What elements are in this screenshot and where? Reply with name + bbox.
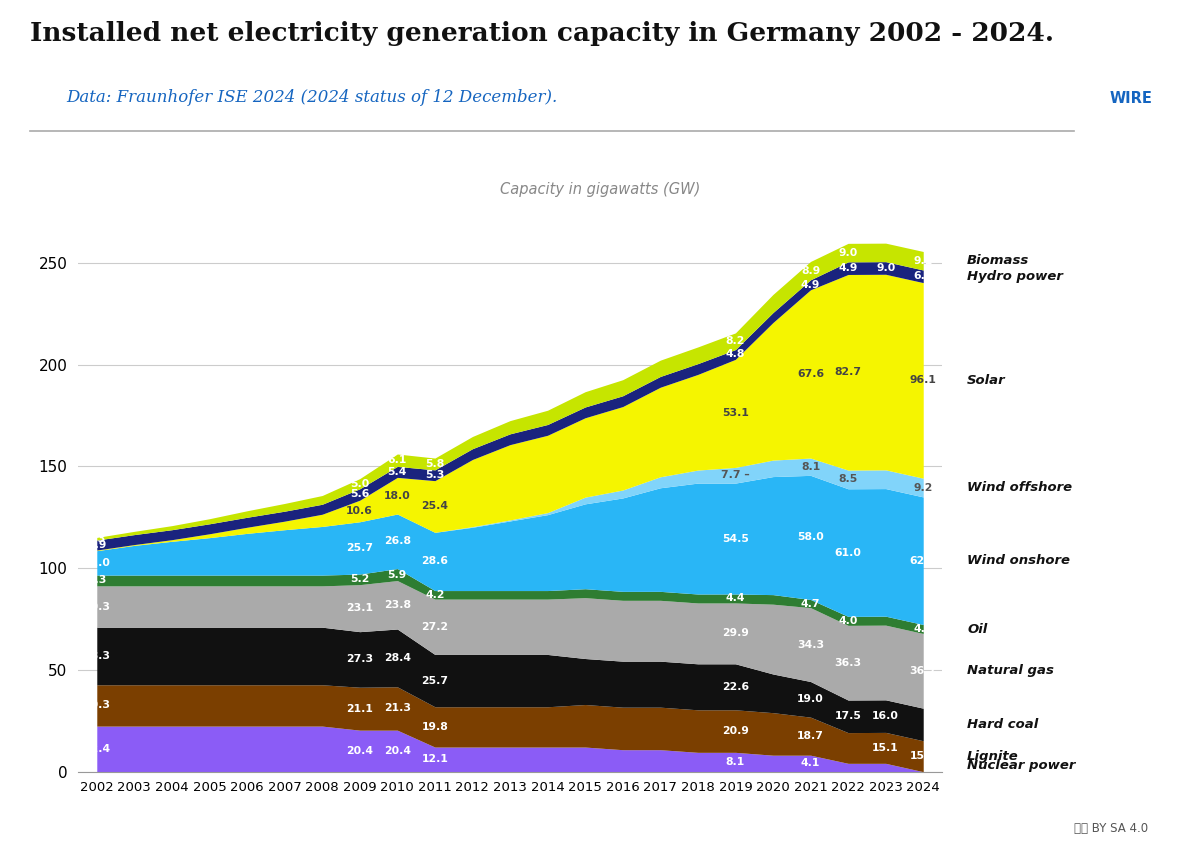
Text: 28.4: 28.4 xyxy=(384,653,410,663)
Text: 6.1: 6.1 xyxy=(388,455,407,466)
Text: Natural gas: Natural gas xyxy=(967,664,1054,678)
Text: 23.1: 23.1 xyxy=(347,603,373,613)
Text: 20.4: 20.4 xyxy=(347,746,373,756)
Text: 28.6: 28.6 xyxy=(421,556,449,566)
Text: 8.1: 8.1 xyxy=(800,461,820,471)
Text: 9.2: 9.2 xyxy=(913,483,932,493)
Text: Nuclear power: Nuclear power xyxy=(967,759,1075,772)
Text: 20.4: 20.4 xyxy=(384,746,410,756)
Text: Hard coal: Hard coal xyxy=(967,718,1038,731)
Text: 20.3: 20.3 xyxy=(83,601,110,611)
Text: ⒸⒸ BY SA 4.0: ⒸⒸ BY SA 4.0 xyxy=(1074,823,1148,835)
Text: Data: Fraunhofer ISE 2024 (2024 status of 12 December).: Data: Fraunhofer ISE 2024 (2024 status o… xyxy=(66,89,557,106)
Text: 25.7: 25.7 xyxy=(347,543,373,553)
Text: Biomass: Biomass xyxy=(967,254,1030,267)
Text: 12.1: 12.1 xyxy=(421,755,449,764)
Text: 9.1: 9.1 xyxy=(913,256,932,265)
Text: Solar: Solar xyxy=(967,374,1006,387)
Text: Installed net electricity generation capacity in Germany 2002 - 2024.: Installed net electricity generation cap… xyxy=(30,21,1054,46)
Text: 36.3: 36.3 xyxy=(834,658,862,667)
Text: 4.9: 4.9 xyxy=(800,280,821,290)
Text: 53.1: 53.1 xyxy=(722,409,749,418)
Text: 9.0: 9.0 xyxy=(839,248,858,258)
Text: 4.1: 4.1 xyxy=(800,758,821,768)
Text: 8.2: 8.2 xyxy=(726,337,745,346)
Text: 36.7: 36.7 xyxy=(910,666,937,676)
Text: 4.8: 4.8 xyxy=(726,349,745,360)
Text: 21.3: 21.3 xyxy=(384,704,410,713)
Text: 27.2: 27.2 xyxy=(421,622,449,632)
Text: 25.7: 25.7 xyxy=(421,676,449,685)
Text: 4.9: 4.9 xyxy=(88,540,107,550)
Text: 15.1: 15.1 xyxy=(872,743,899,753)
Text: 4.9: 4.9 xyxy=(839,263,858,273)
Text: 28.3: 28.3 xyxy=(83,651,110,661)
Text: 6.2: 6.2 xyxy=(913,271,932,282)
Text: 12.0: 12.0 xyxy=(83,558,110,568)
Text: 5.9: 5.9 xyxy=(388,570,407,579)
Text: 8.1: 8.1 xyxy=(726,757,745,767)
Text: 4.2: 4.2 xyxy=(425,590,445,600)
Text: 19.8: 19.8 xyxy=(421,722,449,732)
Text: Wind onshore: Wind onshore xyxy=(967,555,1070,567)
Text: 20.9: 20.9 xyxy=(722,726,749,736)
Text: 22.6: 22.6 xyxy=(722,682,749,692)
Text: 1.3: 1.3 xyxy=(88,533,107,544)
Text: 61.0: 61.0 xyxy=(835,548,862,558)
Text: 5.3: 5.3 xyxy=(88,576,107,585)
Text: 20.3: 20.3 xyxy=(83,700,110,711)
Text: 22.4: 22.4 xyxy=(83,744,110,754)
Text: 5.4: 5.4 xyxy=(388,467,407,477)
Text: 82.7: 82.7 xyxy=(834,367,862,377)
Text: 4.4: 4.4 xyxy=(726,594,745,604)
Text: Hydro power: Hydro power xyxy=(967,270,1063,283)
Text: 19.0: 19.0 xyxy=(797,695,824,705)
Text: 9.0: 9.0 xyxy=(876,263,895,273)
Text: CLEAN: CLEAN xyxy=(1104,25,1158,40)
Text: 26.8: 26.8 xyxy=(384,536,410,546)
Text: 16.0: 16.0 xyxy=(872,711,899,721)
Text: 5.8: 5.8 xyxy=(425,459,444,469)
Text: 62.7: 62.7 xyxy=(910,555,937,566)
Text: 8.5: 8.5 xyxy=(839,474,858,484)
Text: 54.5: 54.5 xyxy=(722,533,749,544)
Text: 5.6: 5.6 xyxy=(350,489,370,499)
Text: 4.7: 4.7 xyxy=(800,599,821,609)
Text: ENERGY: ENERGY xyxy=(1098,53,1164,68)
Text: 34.3: 34.3 xyxy=(797,639,824,650)
Text: Capacity in gigawatts (GW): Capacity in gigawatts (GW) xyxy=(500,181,700,197)
Text: Wind offshore: Wind offshore xyxy=(967,481,1073,494)
Text: 5.3: 5.3 xyxy=(425,471,444,480)
Text: 25.4: 25.4 xyxy=(421,501,449,511)
Text: 23.8: 23.8 xyxy=(384,600,410,610)
Text: 96.1: 96.1 xyxy=(910,376,937,385)
Text: Lignite: Lignite xyxy=(967,750,1019,762)
Text: 7.7 –: 7.7 – xyxy=(721,471,750,480)
Text: 10.6: 10.6 xyxy=(347,506,373,516)
Text: 15.2: 15.2 xyxy=(910,751,937,762)
Text: 18.0: 18.0 xyxy=(384,491,410,500)
Text: 18.7: 18.7 xyxy=(797,731,824,741)
Text: 29.9: 29.9 xyxy=(722,628,749,639)
Text: 27.3: 27.3 xyxy=(346,655,373,665)
Text: 8.9: 8.9 xyxy=(800,265,820,276)
Bar xyxy=(1076,79,1186,119)
Text: 4.0: 4.0 xyxy=(839,616,858,626)
Text: 21.1: 21.1 xyxy=(347,704,373,714)
Text: 58.0: 58.0 xyxy=(797,533,824,543)
Text: 5.2: 5.2 xyxy=(350,574,370,584)
Text: 17.5: 17.5 xyxy=(835,711,862,722)
Text: 67.6: 67.6 xyxy=(797,369,824,379)
Text: 4.4: 4.4 xyxy=(913,624,932,634)
Text: 5.0: 5.0 xyxy=(350,479,370,488)
Text: WIRE: WIRE xyxy=(1110,92,1152,106)
Text: Oil: Oil xyxy=(967,622,988,635)
